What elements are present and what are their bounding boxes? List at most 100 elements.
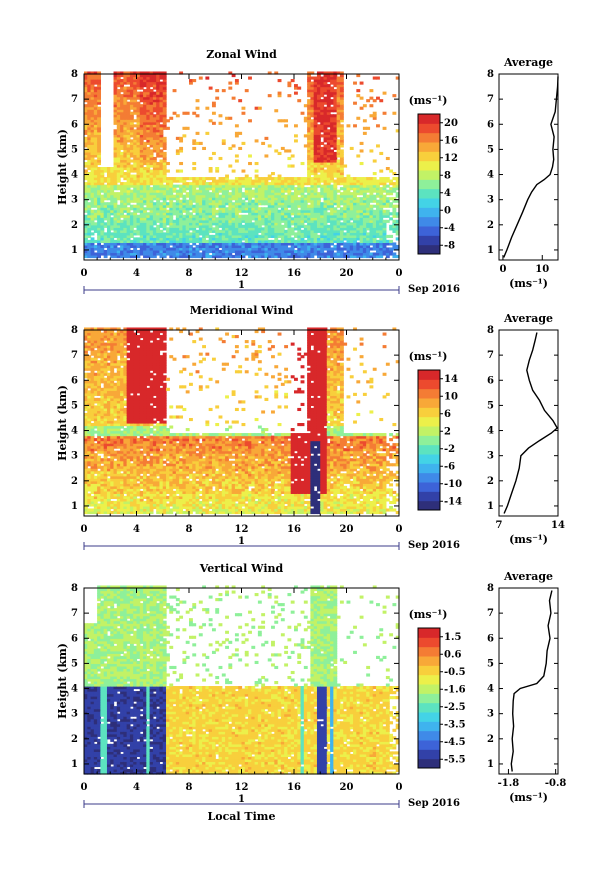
heatmap-cell bbox=[235, 154, 239, 157]
heatmap-cell bbox=[379, 152, 383, 155]
heatmap-cell bbox=[186, 112, 190, 115]
heatmap-cell bbox=[389, 235, 393, 238]
colorbar-swatch bbox=[418, 207, 440, 217]
heatmap-cell bbox=[222, 89, 226, 92]
chart-title: Zonal Wind bbox=[206, 48, 277, 61]
heatmap-cell bbox=[196, 99, 200, 102]
heatmap-cell bbox=[196, 132, 200, 135]
average-y-tick-label: 8 bbox=[487, 69, 494, 80]
heatmap-cell bbox=[192, 162, 196, 165]
heatmap-cell bbox=[376, 77, 380, 80]
date-label: Sep 2016 bbox=[408, 284, 460, 295]
colorbar-swatch bbox=[418, 123, 440, 133]
heatmap-cell bbox=[255, 139, 259, 142]
heatmap-cell bbox=[278, 152, 282, 155]
heatmap-cell bbox=[196, 114, 200, 117]
heatmap-cell bbox=[353, 82, 357, 85]
colorbar-swatch bbox=[418, 189, 440, 199]
colorbar-tick-label: 0 bbox=[444, 205, 451, 216]
heatmap-cell bbox=[205, 107, 209, 110]
chart-title: Meridional Wind bbox=[190, 304, 294, 317]
heatmap-cell bbox=[228, 87, 232, 90]
y-tick-label: 8 bbox=[71, 69, 78, 80]
x-tick-label: 16 bbox=[287, 268, 301, 279]
heatmap-cell bbox=[173, 89, 177, 92]
heatmap-cell bbox=[255, 170, 259, 173]
heatmap-cell bbox=[235, 124, 239, 127]
colorbar-tick-label: -4 bbox=[444, 223, 455, 234]
heatmap-cell bbox=[347, 124, 351, 127]
x-tick-label: 4 bbox=[133, 268, 140, 279]
average-y-tick-label: 3 bbox=[487, 195, 494, 206]
heatmap-cell bbox=[291, 164, 295, 167]
heatmap-cell bbox=[268, 94, 272, 97]
colorbar-tick-label: 20 bbox=[444, 118, 458, 129]
heatmap-cell bbox=[212, 122, 216, 125]
heatmap-cell bbox=[264, 154, 268, 157]
average-y-tick-label: 2 bbox=[487, 220, 494, 231]
heatmap-cell bbox=[163, 137, 167, 140]
colorbar-swatch bbox=[418, 151, 440, 161]
heatmap-cell bbox=[248, 77, 252, 80]
heatmap-cell bbox=[228, 117, 232, 120]
heatmap-cell bbox=[360, 162, 364, 165]
heatmap-cell bbox=[219, 122, 223, 125]
heatmap-cell bbox=[205, 132, 209, 135]
heatmap-cell bbox=[235, 79, 239, 82]
average-x-tick-label: 10 bbox=[535, 264, 549, 275]
heatmap-cell bbox=[209, 87, 213, 90]
heatmap-cells bbox=[84, 71, 400, 258]
heatmap-cell bbox=[373, 112, 377, 115]
day-label: 1 bbox=[238, 280, 245, 291]
y-tick-label: 7 bbox=[71, 94, 78, 105]
y-axis-label: Height (km) bbox=[56, 129, 69, 205]
heatmap-cell bbox=[379, 99, 383, 102]
heatmap-cell bbox=[179, 162, 183, 165]
heatmap-cell bbox=[196, 107, 200, 110]
heatmap-cell bbox=[215, 97, 219, 100]
heatmap-cell bbox=[294, 134, 298, 137]
heatmap-cell bbox=[356, 154, 360, 157]
heatmap-cell bbox=[212, 112, 216, 115]
heatmap-cell bbox=[383, 92, 387, 95]
heatmap-cell bbox=[238, 99, 242, 102]
heatmap-cell bbox=[284, 119, 288, 122]
heatmap-cell bbox=[343, 164, 347, 167]
heatmap-cell bbox=[360, 97, 364, 100]
average-frame bbox=[499, 74, 558, 260]
colorbar-tick-label: 4 bbox=[444, 188, 451, 199]
colorbar-swatch bbox=[418, 142, 440, 152]
heatmap-cell bbox=[248, 162, 252, 165]
heatmap-cell bbox=[383, 127, 387, 130]
heatmap-cell bbox=[179, 147, 183, 150]
heatmap-cell bbox=[353, 102, 357, 105]
colorbar-swatch bbox=[418, 245, 440, 255]
heatmap-cell bbox=[219, 114, 223, 117]
heatmap-cell bbox=[209, 167, 213, 170]
heatmap-cell bbox=[392, 112, 396, 115]
x-tick-label: 12 bbox=[235, 268, 249, 279]
y-tick-label: 4 bbox=[71, 170, 78, 181]
colorbar-tick-label: 12 bbox=[444, 153, 458, 164]
heatmap-cell bbox=[242, 107, 246, 110]
heatmap-cell bbox=[366, 127, 370, 130]
heatmap-cell bbox=[340, 149, 344, 152]
heatmap-cell bbox=[291, 79, 295, 82]
heatmap-cell bbox=[291, 154, 295, 157]
heatmap-cell bbox=[166, 162, 170, 165]
heatmap-cell bbox=[248, 154, 252, 157]
heatmap-cell bbox=[383, 112, 387, 115]
heatmap-cell bbox=[186, 127, 190, 130]
average-y-tick-label: 5 bbox=[487, 144, 494, 155]
heatmap-cell bbox=[278, 92, 282, 95]
heatmap-cell bbox=[163, 152, 167, 155]
heatmap-cell bbox=[373, 159, 377, 162]
heatmap-cell bbox=[242, 112, 246, 115]
heatmap-cell bbox=[212, 152, 216, 155]
heatmap-cell bbox=[363, 119, 367, 122]
heatmap-cell bbox=[182, 134, 186, 137]
heatmap-cell bbox=[294, 92, 298, 95]
heatmap-cell bbox=[232, 170, 236, 173]
